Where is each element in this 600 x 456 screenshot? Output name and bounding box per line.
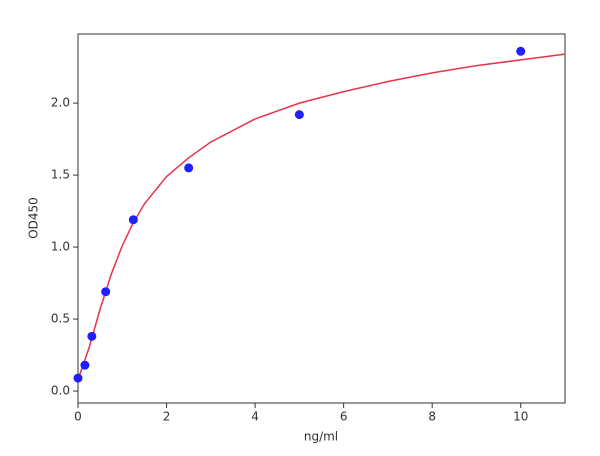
y-tick-label: 2.0	[51, 96, 70, 110]
data-point	[294, 110, 304, 120]
fit-curve	[77, 53, 566, 380]
data-point	[184, 163, 194, 173]
y-tick-label: 0.0	[51, 384, 70, 398]
y-tick-label: 0.5	[51, 312, 70, 326]
y-tick-label: 1.0	[51, 240, 70, 254]
data-point	[516, 46, 526, 56]
data-point	[73, 373, 83, 383]
plot-frame	[77, 33, 566, 404]
x-tick-label: 8	[428, 410, 436, 424]
y-axis-label: OD450	[27, 197, 41, 239]
data-point	[87, 331, 97, 341]
x-tick-label: 10	[513, 410, 528, 424]
x-tick-label: 2	[163, 410, 171, 424]
x-axis-label: ng/ml	[304, 430, 338, 444]
data-point	[80, 360, 90, 370]
x-tick-label: 0	[74, 410, 82, 424]
data-point	[101, 287, 111, 297]
y-tick-label: 1.5	[51, 168, 70, 182]
x-tick-label: 4	[251, 410, 259, 424]
data-point	[128, 215, 138, 225]
x-tick-label: 6	[340, 410, 348, 424]
